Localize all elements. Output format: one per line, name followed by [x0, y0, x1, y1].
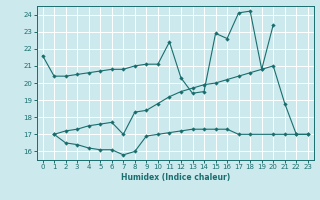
X-axis label: Humidex (Indice chaleur): Humidex (Indice chaleur)	[121, 173, 230, 182]
